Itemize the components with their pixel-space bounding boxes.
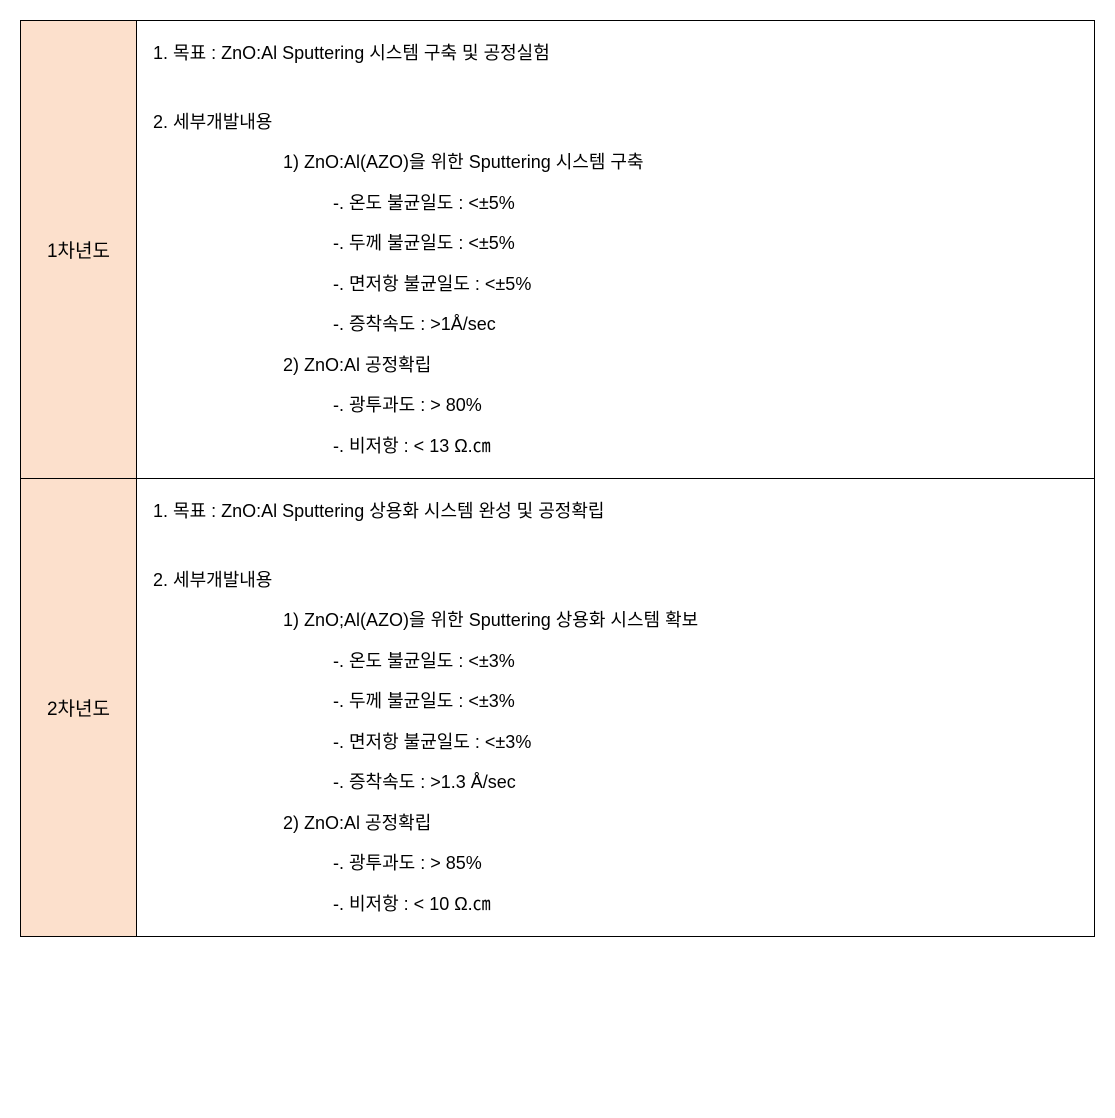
spec-item: -. 면저항 불균일도 : <±5%	[153, 264, 1078, 305]
group-title: 2) ZnO:Al 공정확립	[153, 803, 1078, 844]
spec-item: -. 온도 불균일도 : <±3%	[153, 641, 1078, 682]
content-cell-1: 1. 목표 : ZnO:Al Sputtering 시스템 구축 및 공정실험 …	[137, 21, 1095, 479]
spec-item: -. 두께 불균일도 : <±5%	[153, 223, 1078, 264]
development-plan-table: 1차년도 1. 목표 : ZnO:Al Sputtering 시스템 구축 및 …	[20, 20, 1095, 937]
spec-item: -. 증착속도 : >1Å/sec	[153, 304, 1078, 345]
year-cell-1: 1차년도	[21, 21, 137, 479]
spec-item: -. 비저항 : < 13 Ω.㎝	[153, 426, 1078, 467]
spec-item: -. 광투과도 : > 80%	[153, 385, 1078, 426]
year-cell-2: 2차년도	[21, 479, 137, 937]
spec-item: -. 두께 불균일도 : <±3%	[153, 681, 1078, 722]
table-row: 1차년도 1. 목표 : ZnO:Al Sputtering 시스템 구축 및 …	[21, 21, 1095, 479]
year-label: 1차년도	[47, 241, 110, 262]
content-cell-2: 1. 목표 : ZnO:Al Sputtering 상용화 시스템 완성 및 공…	[137, 479, 1095, 937]
spec-item: -. 면저항 불균일도 : <±3%	[153, 722, 1078, 763]
group-title: 1) ZnO;Al(AZO)을 위한 Sputtering 상용화 시스템 확보	[153, 600, 1078, 641]
spec-item: -. 증착속도 : >1.3 Å/sec	[153, 762, 1078, 803]
group-title: 2) ZnO:Al 공정확립	[153, 345, 1078, 386]
detail-header: 2. 세부개발내용	[153, 560, 1078, 601]
table-row: 2차년도 1. 목표 : ZnO:Al Sputtering 상용화 시스템 완…	[21, 479, 1095, 937]
group-title: 1) ZnO:Al(AZO)을 위한 Sputtering 시스템 구축	[153, 142, 1078, 183]
spec-item: -. 비저항 : < 10 Ω.㎝	[153, 884, 1078, 925]
detail-header: 2. 세부개발내용	[153, 102, 1078, 143]
table-body: 1차년도 1. 목표 : ZnO:Al Sputtering 시스템 구축 및 …	[21, 21, 1095, 937]
goal-line: 1. 목표 : ZnO:Al Sputtering 상용화 시스템 완성 및 공…	[153, 491, 1078, 532]
spec-item: -. 광투과도 : > 85%	[153, 843, 1078, 884]
goal-line: 1. 목표 : ZnO:Al Sputtering 시스템 구축 및 공정실험	[153, 33, 1078, 74]
spec-item: -. 온도 불균일도 : <±5%	[153, 183, 1078, 224]
year-label: 2차년도	[47, 699, 110, 720]
